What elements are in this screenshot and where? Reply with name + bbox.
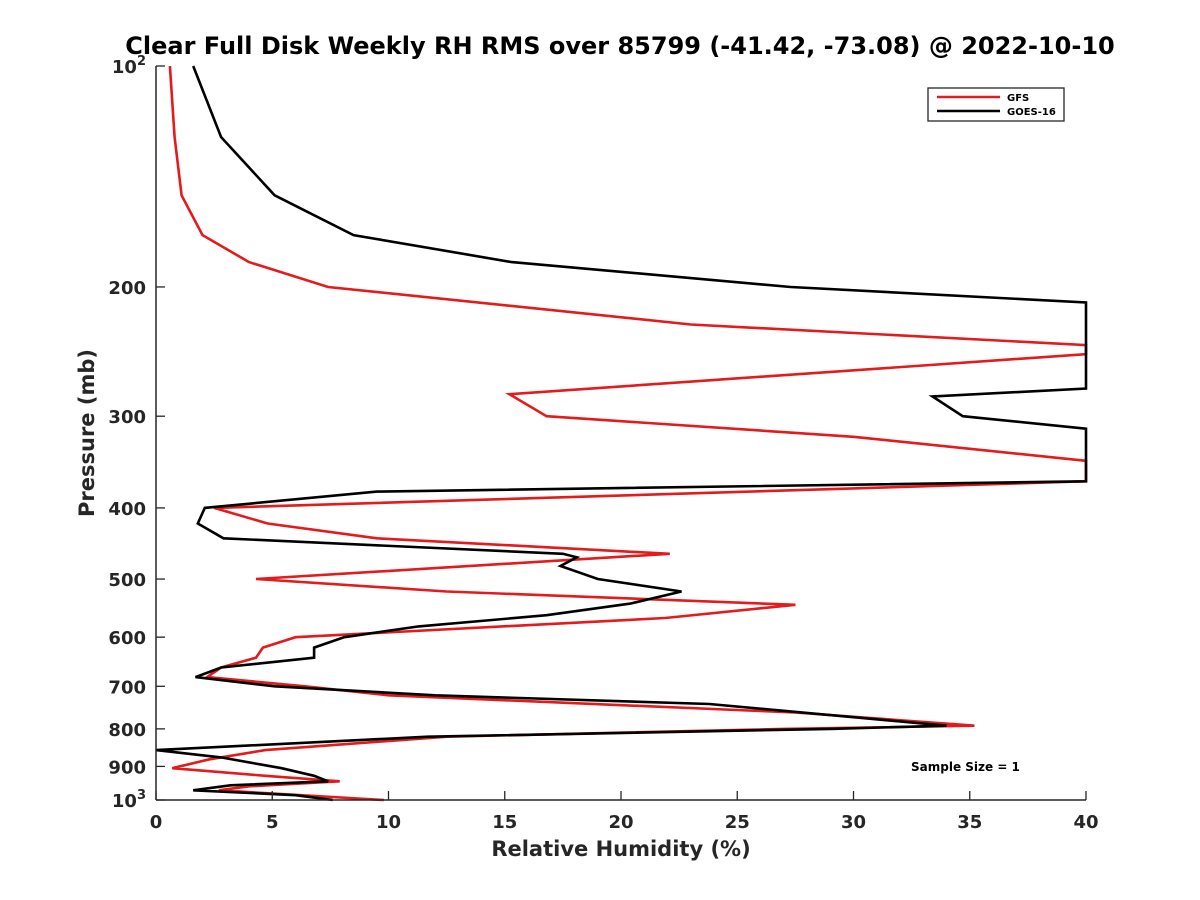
y-tick-label: 200 — [108, 278, 146, 299]
x-tick-label: 30 — [841, 812, 866, 833]
x-tick-label: 0 — [150, 812, 163, 833]
y-tick-label: 102 — [112, 54, 146, 78]
sample-size-annotation: Sample Size = 1 — [911, 760, 1020, 774]
x-tick-label: 25 — [725, 812, 750, 833]
x-tick-label: 20 — [608, 812, 633, 833]
y-tick-label: 500 — [108, 570, 146, 591]
x-tick-label: 35 — [957, 812, 982, 833]
x-axis-label: Relative Humidity (%) — [491, 837, 750, 861]
y-axis-label: Pressure (mb) — [75, 349, 99, 517]
y-tick-label: 700 — [108, 677, 146, 698]
plot-area — [156, 66, 1086, 800]
legend: GFS GOES-16 — [927, 87, 1065, 122]
legend-label-goes16: GOES-16 — [1007, 107, 1056, 118]
y-tick-label: 400 — [108, 499, 146, 520]
x-tick-label: 5 — [266, 812, 279, 833]
legend-label-gfs: GFS — [1007, 93, 1029, 104]
y-ticks: 102 200 300 400 500 600 700 800 900 103 — [108, 54, 165, 812]
x-tick-label: 10 — [376, 812, 401, 833]
y-tick-label: 600 — [108, 628, 146, 649]
x-tick-label: 40 — [1073, 812, 1098, 833]
y-tick-label: 300 — [108, 407, 146, 428]
y-tick-label: 900 — [108, 757, 146, 778]
legend-box — [927, 87, 1065, 122]
x-tick-label: 15 — [492, 812, 517, 833]
series-line-goes16 — [155, 65, 1088, 802]
chart-title: Clear Full Disk Weekly RH RMS over 85799… — [125, 32, 1114, 60]
series-line-gfs — [168, 65, 1088, 802]
y-tick-label: 103 — [112, 788, 146, 812]
y-tick-label: 800 — [108, 720, 146, 741]
series-layer — [155, 65, 1088, 802]
x-ticks: 0 5 10 15 20 25 30 35 40 — [150, 791, 1099, 833]
